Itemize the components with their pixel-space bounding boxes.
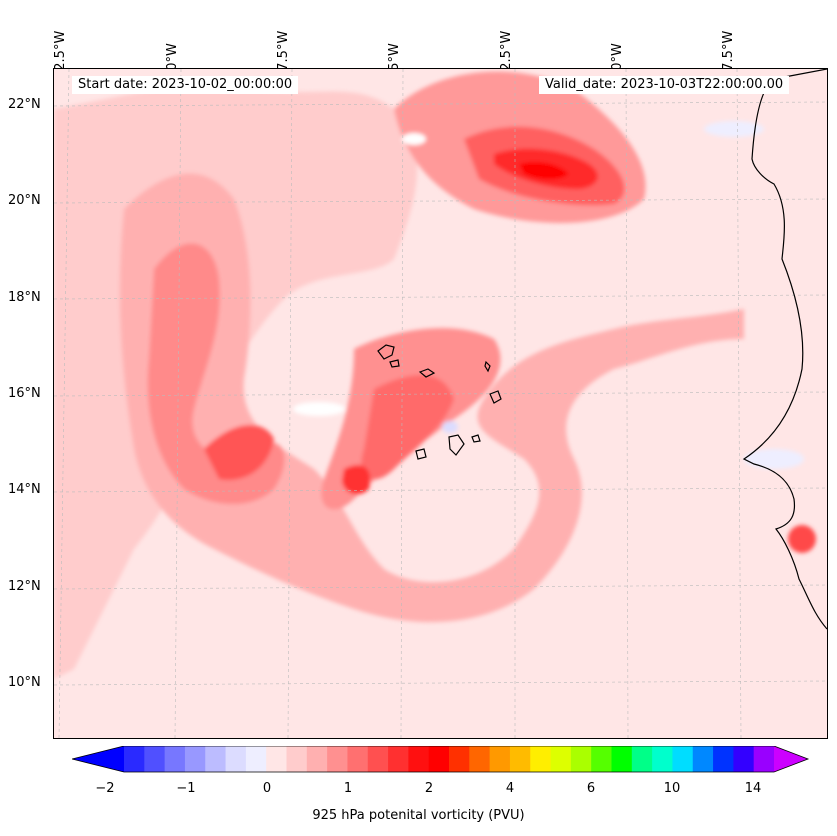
colorbar-swatch <box>124 746 145 772</box>
colorbar-swatch <box>245 746 267 772</box>
colorbar-swatch <box>509 746 531 772</box>
colorbar-swatch <box>631 746 653 772</box>
map-panel <box>53 68 828 739</box>
colorbar-swatch <box>672 746 694 772</box>
colorbar-swatch <box>469 746 491 772</box>
colorbar-tick: −1 <box>176 781 196 796</box>
lat-label-16n: 16°N <box>8 386 41 401</box>
colorbar-tick: 2 <box>424 781 434 796</box>
lat-label-10n: 10°N <box>8 675 41 690</box>
colorbar-swatch <box>408 746 430 772</box>
colorbar-tick: −2 <box>95 781 115 796</box>
colorbar-swatch <box>692 746 714 772</box>
colorbar-swatch <box>489 746 511 772</box>
colorbar-swatch <box>428 746 450 772</box>
colorbar-swatch <box>591 746 612 772</box>
colorbar-tick: 0 <box>262 781 272 796</box>
colorbar-swatch <box>652 746 673 772</box>
colorbar-swatch <box>733 746 755 772</box>
valid-date-label: Valid_date: 2023-10-03T22:00:00.00 <box>539 76 790 94</box>
colorbar-tick: 6 <box>586 781 596 796</box>
colorbar-swatch <box>753 746 775 772</box>
colorbar-label: 925 hPa potenital vorticity (PVU) <box>312 808 525 823</box>
colorbar-swatch <box>611 746 633 772</box>
colorbar-swatch <box>530 746 552 772</box>
colorbar-swatch <box>144 746 166 772</box>
colorbar-swatch <box>164 746 186 772</box>
coastline-africa <box>742 69 827 630</box>
colorbar-tick: 4 <box>505 781 515 796</box>
colorbar-swatch <box>205 746 227 772</box>
colorbar-swatch <box>570 746 592 772</box>
colorbar-tick: 10 <box>663 781 681 796</box>
start-date-label: Start date: 2023-10-02_00:00:00 <box>72 76 299 94</box>
colorbar-swatch <box>266 746 287 772</box>
colorbar-extend-min <box>72 746 124 772</box>
colorbar-swatch <box>225 746 247 772</box>
colorbar-swatch <box>367 746 389 772</box>
colorbar-swatch <box>327 746 348 772</box>
lat-label-18n: 18°N <box>8 290 41 305</box>
lat-label-12n: 12°N <box>8 579 41 594</box>
colorbar-swatch <box>286 746 308 772</box>
colorbar-swatch <box>449 746 470 772</box>
colorbar-outline <box>72 746 810 773</box>
lat-label-20n: 20°N <box>8 193 41 208</box>
colorbar-swatch <box>550 746 572 772</box>
colorbar-tick: 14 <box>744 781 762 796</box>
colorbar-tick: 1 <box>343 781 353 796</box>
colorbar-swatch <box>388 746 409 772</box>
colorbar <box>72 746 810 773</box>
lat-label-22n: 22°N <box>8 97 41 112</box>
colorbar-swatch <box>713 746 734 772</box>
colorbar-swatch <box>184 746 206 772</box>
vorticity-field <box>54 69 827 738</box>
colorbar-swatch <box>347 746 369 772</box>
colorbar-swatch <box>306 746 328 772</box>
lat-label-14n: 14°N <box>8 482 41 497</box>
colorbar-extend-max <box>774 746 808 772</box>
